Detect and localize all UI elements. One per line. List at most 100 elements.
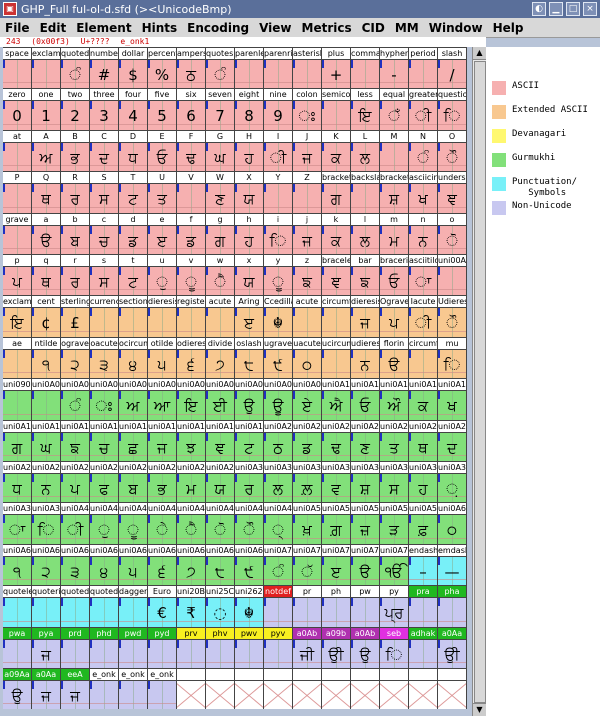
glyph-cell[interactable]: uni0A3Eਾ — [3, 503, 32, 544]
glyph-cell[interactable]: uni0A66੦ — [438, 503, 467, 544]
glyph-cell[interactable]: vੂ — [177, 255, 206, 295]
glyph-cell[interactable]: e_onk — [119, 669, 148, 709]
glyph-cell[interactable]: uni0A2Bਫ — [90, 462, 119, 502]
glyph-cell[interactable]: odieresis੬ — [177, 338, 206, 378]
glyph-cell[interactable]: otilde ੫ — [148, 338, 177, 378]
glyph-cell[interactable]: four 4 — [119, 89, 148, 130]
maximize-icon[interactable]: □ — [566, 2, 580, 16]
glyph-cell[interactable]: uni0A23ਣ — [351, 421, 380, 461]
glyph-cell[interactable]: hyphen - — [380, 48, 409, 88]
glyph-cell[interactable]: uni0A6D੭ — [177, 545, 206, 585]
glyph-cell[interactable]: ntilde ੧ — [32, 338, 61, 378]
glyph-cell[interactable]: muਿ — [438, 338, 467, 378]
glyph-cell[interactable] — [177, 669, 206, 709]
glyph-cell[interactable]: uni0A35ਵ — [322, 462, 351, 502]
glyph-cell[interactable]: quoteleft — [3, 586, 32, 627]
glyph-cell[interactable]: dollar $ — [119, 48, 148, 88]
glyph-cell[interactable]: iਿ — [264, 214, 293, 254]
glyph-cell[interactable]: uni0A36ਸ਼ — [351, 462, 380, 502]
glyph-cell[interactable]: uni0A2Fਯ — [206, 462, 235, 502]
glyph-cell[interactable]: Nੰ — [409, 131, 438, 171]
glyph-cell[interactable]: seven 7 — [206, 89, 235, 130]
glyph-cell[interactable]: eight 8 — [235, 89, 264, 130]
glyph-cell[interactable]: P — [3, 172, 32, 213]
glyph-cell[interactable]: Aring ੲ — [235, 296, 264, 337]
glyph-cell[interactable]: uni0A6E੮ — [206, 545, 235, 585]
glyph-cell[interactable]: Euro € — [148, 586, 177, 627]
menu-metrics[interactable]: Metrics — [301, 20, 352, 35]
glyph-cell[interactable]: dagger — [119, 586, 148, 627]
glyph-cell[interactable]: uni0A10ਐ — [322, 379, 351, 420]
glyph-cell[interactable] — [351, 669, 380, 709]
glyph-cell[interactable]: uni0A1Cਜ — [148, 421, 177, 461]
glyph-cell[interactable]: prv — [177, 628, 206, 668]
glyph-cell[interactable]: uni0A6B੫ — [119, 545, 148, 585]
glyph-cell[interactable] — [264, 669, 293, 709]
glyph-cell[interactable] — [206, 669, 235, 709]
glyph-cell[interactable]: Oੌ — [438, 131, 467, 171]
glyph-cell[interactable]: uni0A5Bਜ਼ — [351, 503, 380, 544]
glyph-cell[interactable]: uni0901 — [3, 379, 32, 420]
glyph-cell[interactable]: uni0A38ਸ — [380, 462, 409, 502]
menu-encoding[interactable]: Encoding — [187, 20, 250, 35]
glyph-cell[interactable]: registered — [177, 296, 206, 337]
glyph-cell[interactable]: M — [380, 131, 409, 171]
glyph-cell[interactable]: five 5 — [148, 89, 177, 130]
glyph-cell[interactable]: uni0A3Fਿ — [32, 503, 61, 544]
glyph-cell[interactable]: uni0A18ਘ — [32, 421, 61, 461]
glyph-cell[interactable]: asterisk — [293, 48, 322, 88]
glyph-cell[interactable]: Z — [293, 172, 322, 213]
glyph-cell[interactable]: pwd — [119, 628, 148, 668]
glyph-cell[interactable]: uni0A21ਡ — [293, 421, 322, 461]
glyph-cell[interactable]: Iੀ — [264, 131, 293, 171]
glyph-cell[interactable]: uni0A28ਨ — [32, 462, 61, 502]
glyph-cell[interactable]: Ccedilla☬ — [264, 296, 293, 337]
glyph-cell[interactable]: uni0A05ਅ — [119, 379, 148, 420]
glyph-cell[interactable]: oslash ੮ — [235, 338, 264, 378]
glyph-cell[interactable]: quoteright — [32, 586, 61, 627]
glyph-cell[interactable]: two 2 — [61, 89, 90, 130]
close-icon[interactable]: × — [583, 2, 597, 16]
glyph-cell[interactable]: uni0A41ੁ — [90, 503, 119, 544]
glyph-cell[interactable]: uni262C☬ — [235, 586, 264, 627]
glyph-cell[interactable]: uni0A1Aਚ — [90, 421, 119, 461]
glyph-cell[interactable]: pha — [438, 586, 467, 627]
glyph-cell[interactable]: quotesingleੰ — [206, 48, 235, 88]
glyph-cell[interactable]: a0Ab ਉ — [351, 628, 380, 668]
glyph-cell[interactable]: uni0A1Fਟ — [235, 421, 264, 461]
glyph-cell[interactable]: uni0A6C੬ — [148, 545, 177, 585]
glyph-cell[interactable]: pya ਜ — [32, 628, 61, 668]
glyph-cell[interactable]: a0Ab ਜੀ — [293, 628, 322, 668]
glyph-cell[interactable]: semicolon — [322, 89, 351, 130]
glyph-cell[interactable]: backslash — [351, 172, 380, 213]
glyph-cell[interactable]: uni0A19ਙ — [61, 421, 90, 461]
glyph-cell[interactable]: equalਁ — [380, 89, 409, 130]
glyph-cell[interactable]: uni0A08ਈ — [206, 379, 235, 420]
glyph-cell[interactable]: acute — [293, 296, 322, 337]
glyph-cell[interactable]: cent ¢ — [32, 296, 61, 337]
glyph-cell[interactable]: uni0A70ੰ — [264, 545, 293, 585]
glyph-cell[interactable]: uni0A4Cੌ — [235, 503, 264, 544]
menu-window[interactable]: Window — [428, 20, 483, 35]
glyph-cell[interactable]: a09b ਉੀ — [322, 628, 351, 668]
glyph-cell[interactable]: uni0A1Eਞ — [206, 421, 235, 461]
glyph-cell[interactable]: prd — [61, 628, 90, 668]
